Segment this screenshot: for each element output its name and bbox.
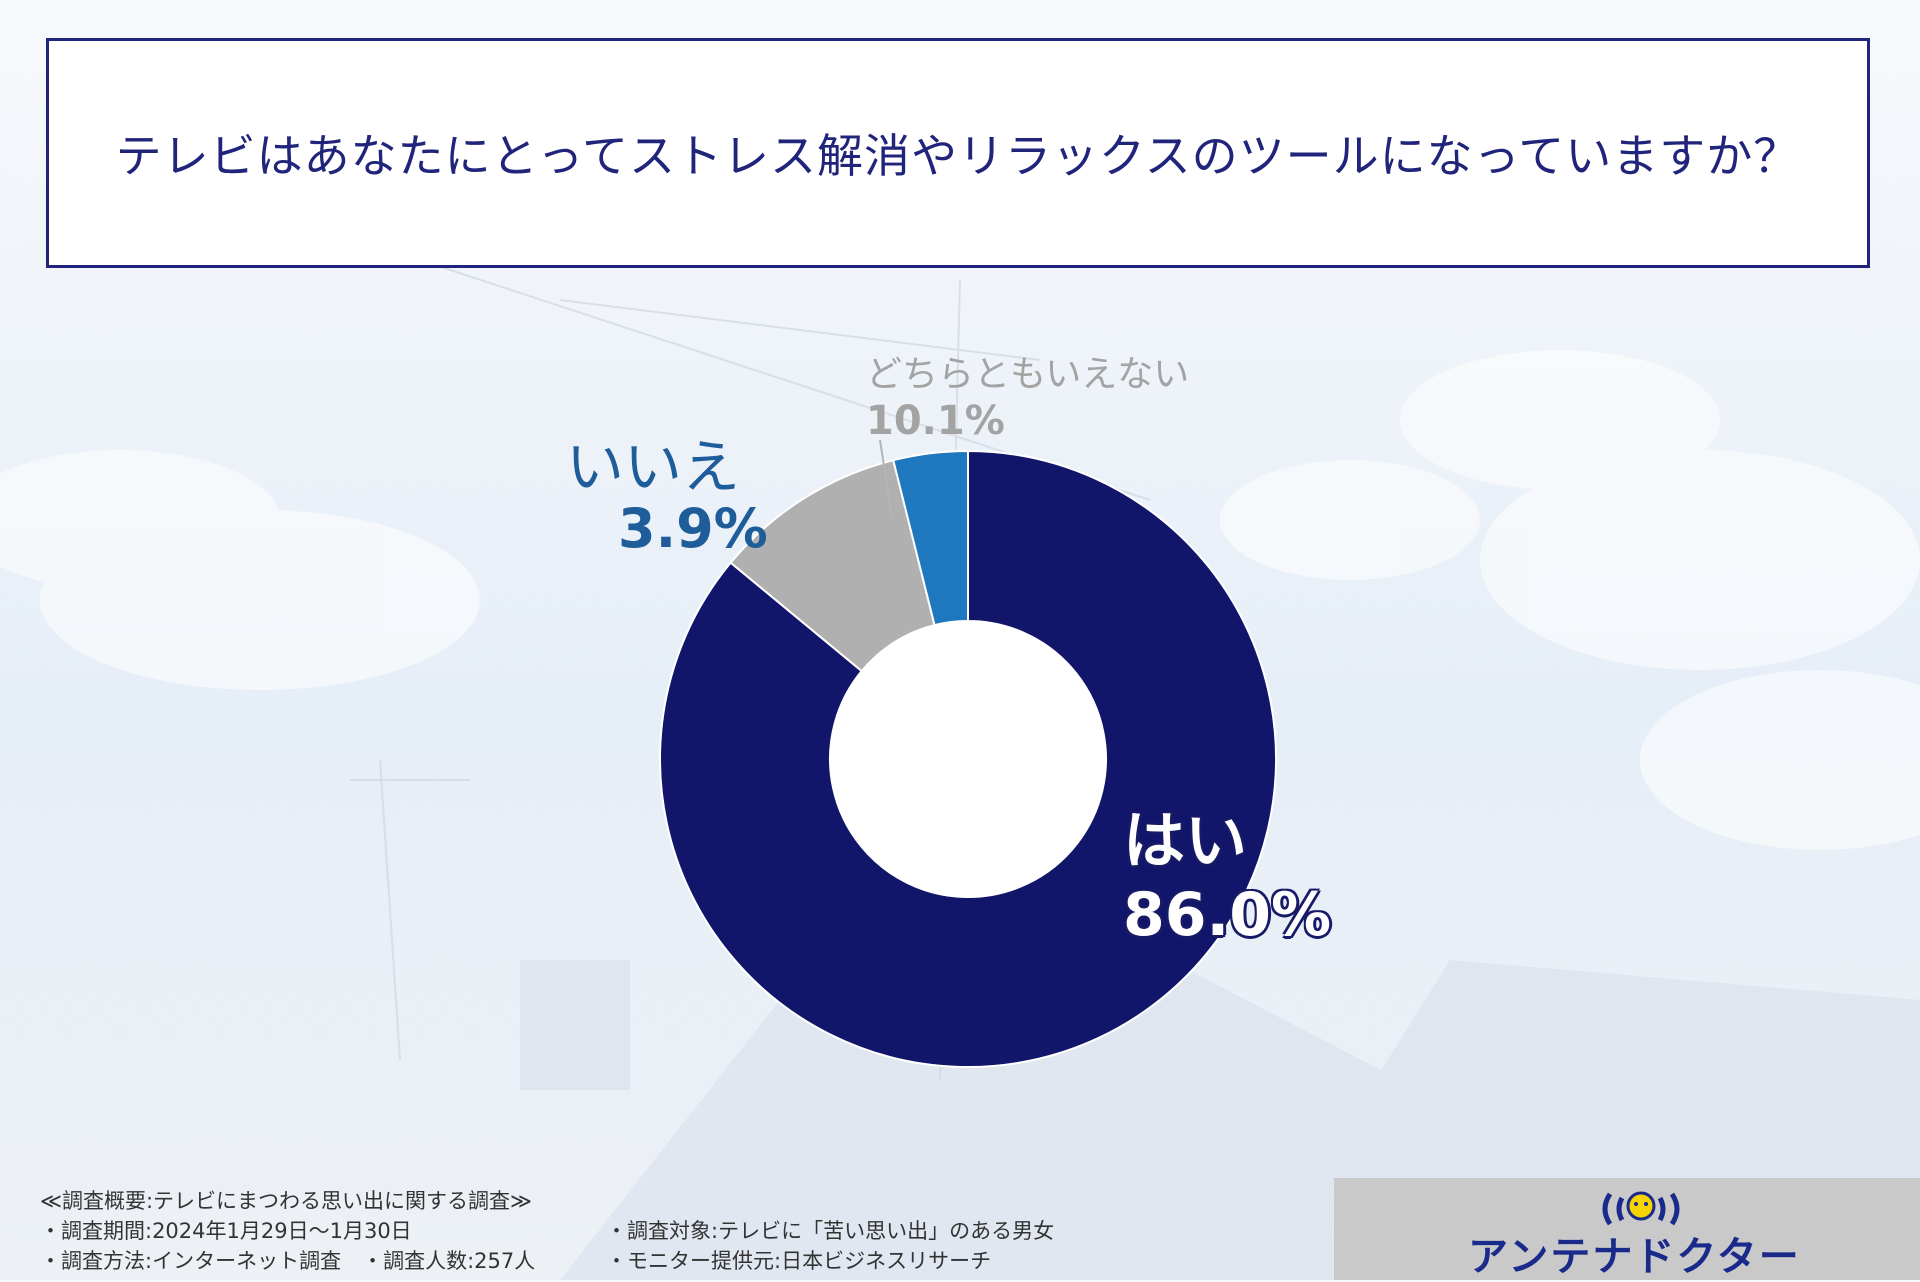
slice-label-no: いいえ (566, 433, 741, 501)
survey-target: ・調査対象:テレビに「苦い思い出」のある男女 (606, 1219, 1055, 1243)
slice-value-no: 3.9% (618, 497, 768, 560)
antenna-mascot-icon (1602, 1191, 1680, 1226)
slice-label-neither: どちらともいえない (866, 354, 1190, 395)
survey-notes-left: ≪調査概要:テレビにまつわる思い出に関する調査≫ ・調査期間:2024年1月29… (40, 1186, 535, 1276)
slice-value-yes: 86.0% (1123, 880, 1332, 950)
title-box: テレビはあなたにとってストレス解消やリラックスのツールになっていますか？ (46, 38, 1870, 268)
logo-text: アンテナドクター (1468, 1234, 1801, 1280)
survey-method: ・調査方法:インターネット調査 ・調査人数:257人 (40, 1249, 536, 1273)
slice-value-neither: 10.1% (866, 398, 1005, 444)
survey-summary: ≪調査概要:テレビにまつわる思い出に関する調査≫ (40, 1189, 533, 1213)
survey-provider: ・モニター提供元:日本ビジネスリサーチ (606, 1249, 992, 1273)
chart-title: テレビはあなたにとってストレス解消やリラックスのツールになっていますか？ (115, 129, 1801, 183)
survey-period: ・調査期間:2024年1月29日〜1月30日 (40, 1219, 412, 1243)
brand-logo: アンテナドクター (1334, 1178, 1920, 1280)
slice-label-yes: はい (1123, 804, 1248, 877)
survey-notes-right: ・調査対象:テレビに「苦い思い出」のある男女 ・モニター提供元:日本ビジネスリサ… (606, 1216, 1054, 1276)
donut-hole (830, 621, 1106, 897)
leader-line-neither (879, 439, 893, 519)
